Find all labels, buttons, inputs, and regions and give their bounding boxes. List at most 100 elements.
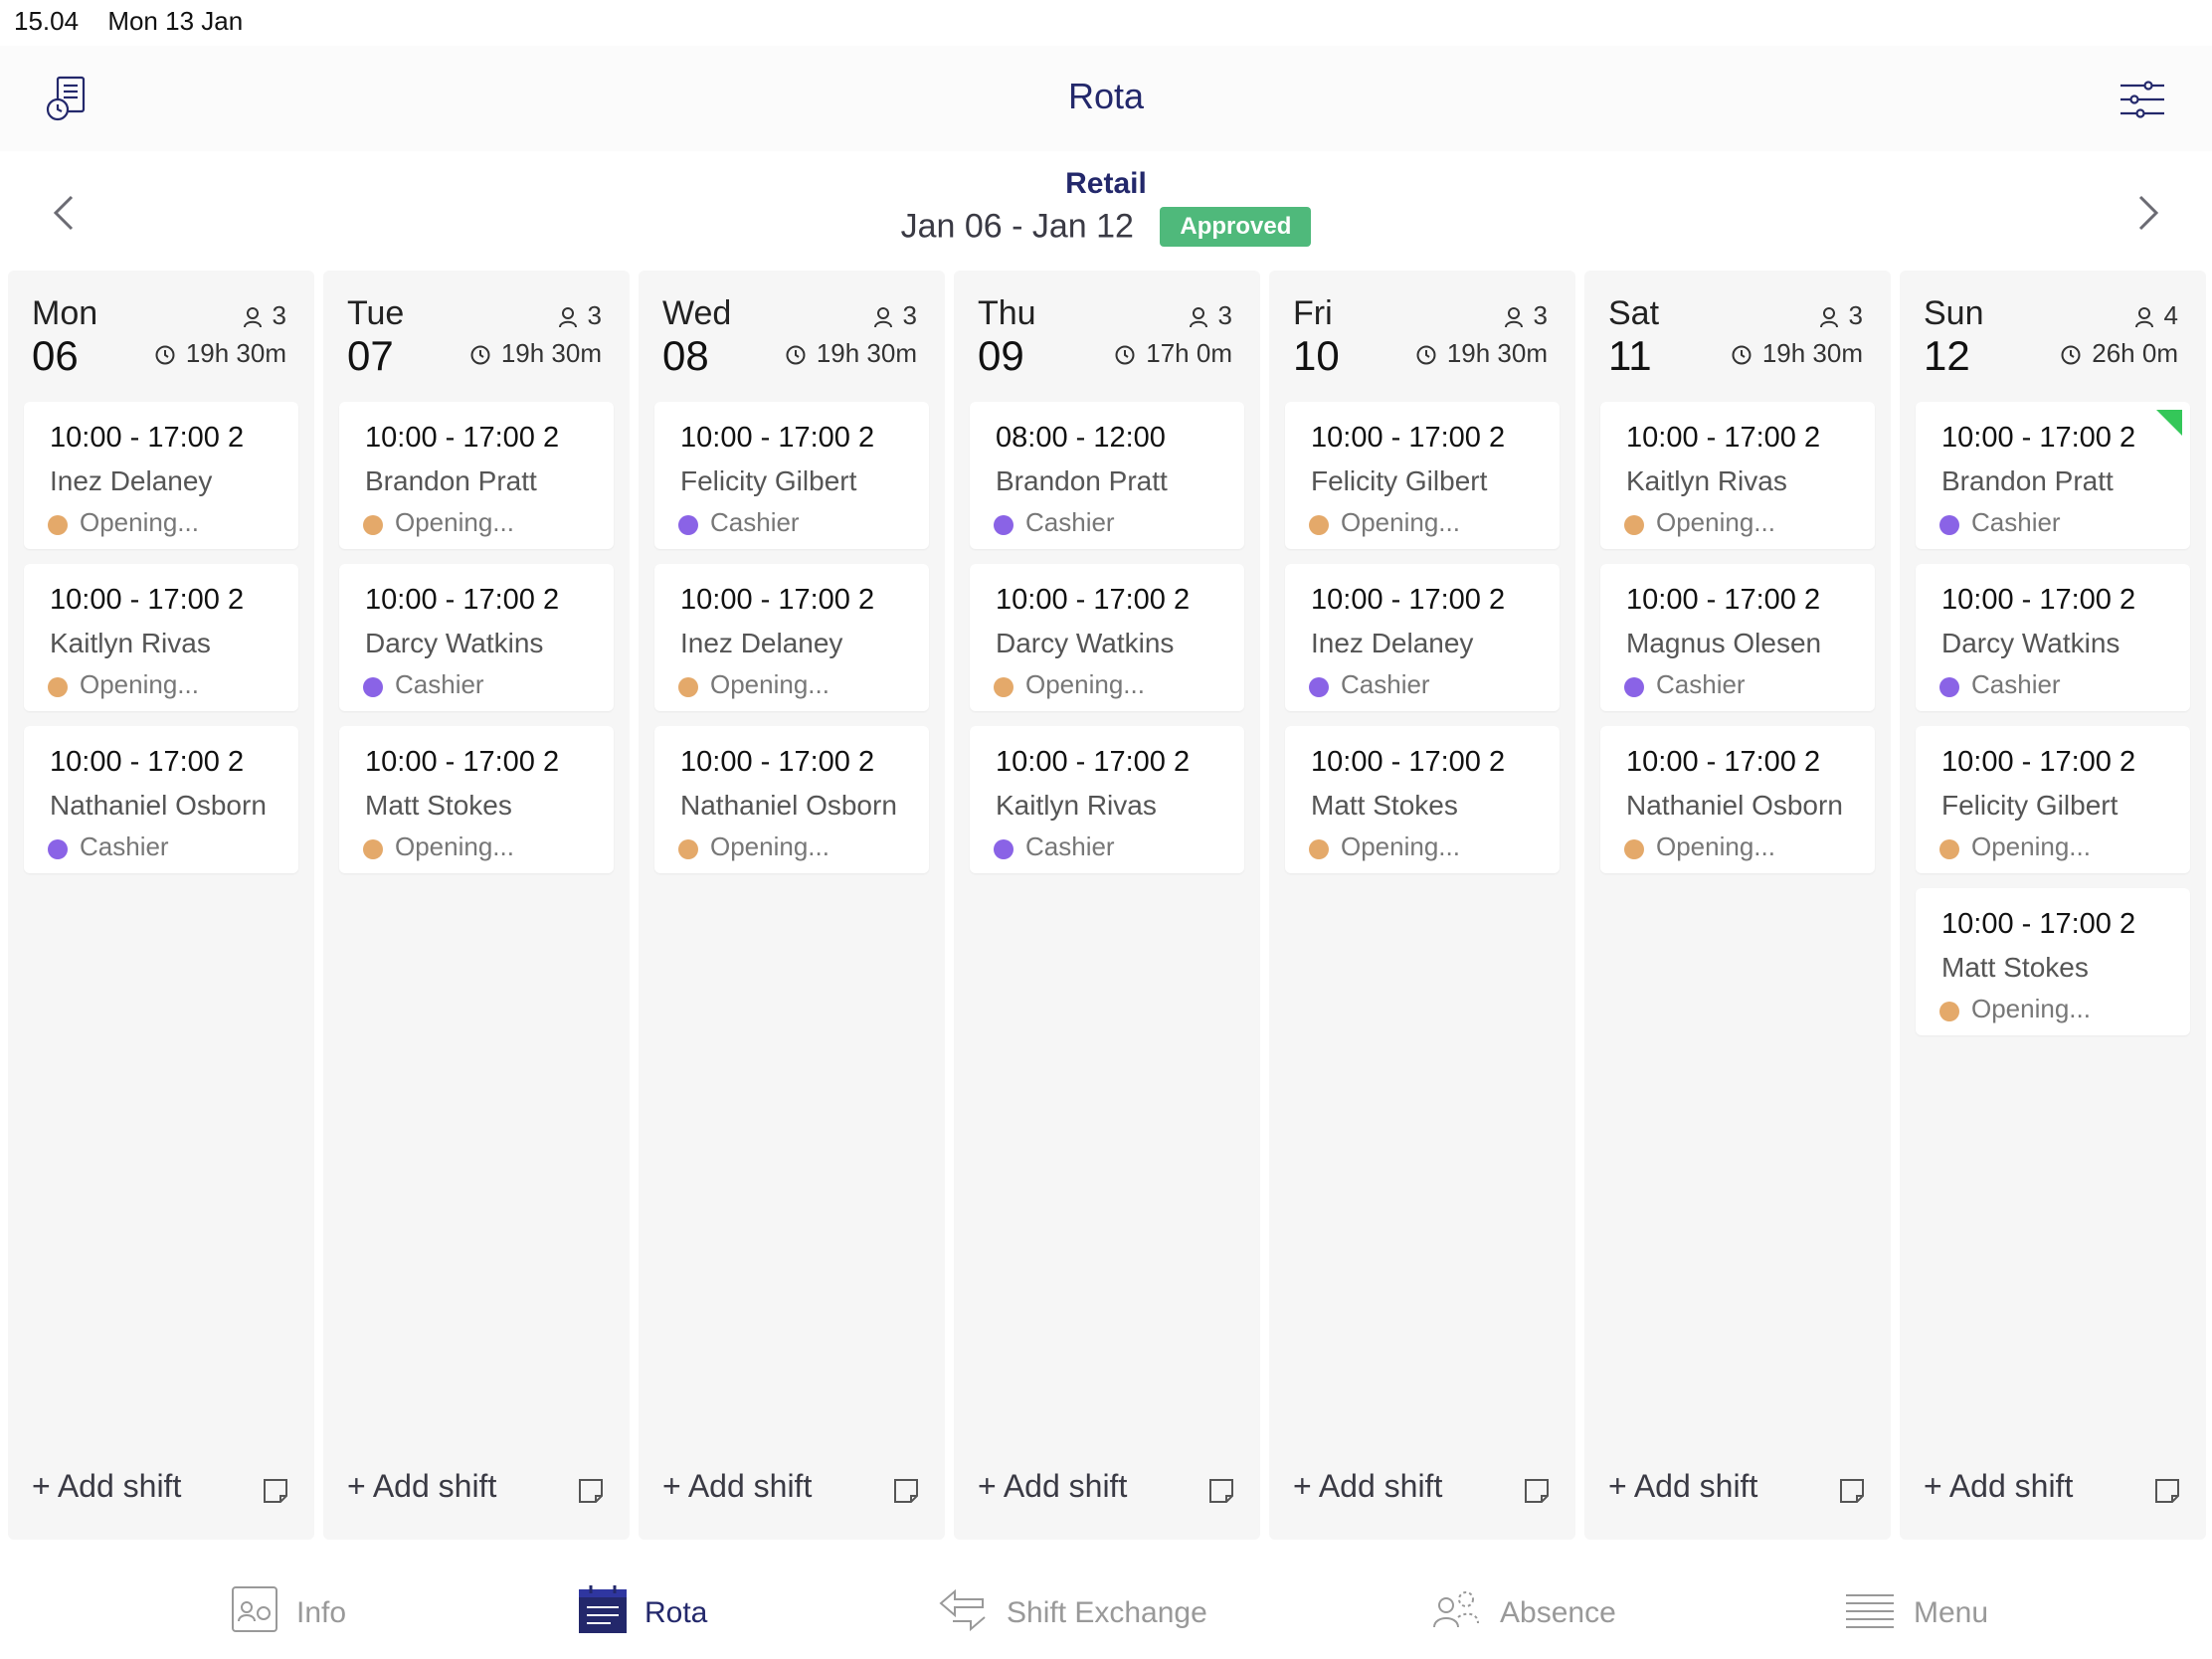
shift-card[interactable]: 10:00 - 17:00 2 Nathaniel Osborn Opening… (1600, 726, 1875, 873)
shift-card[interactable]: 10:00 - 17:00 2 Kaitlyn Rivas Opening... (1600, 402, 1875, 549)
shift-time: 10:00 - 17:00 2 (1941, 584, 2136, 616)
shift-time: 10:00 - 17:00 2 (50, 746, 245, 778)
employee-name: Felicity Gilbert (680, 465, 857, 496)
rota-week-grid: Mon 06 3 19h 30m + Add shift 10:00 - 17:… (8, 271, 2208, 1540)
employee-name: Darcy Watkins (365, 628, 544, 658)
shift-card[interactable]: 10:00 - 17:00 2 Darcy Watkins Cashier (1916, 564, 2190, 711)
tab-info[interactable]: Info (229, 1585, 346, 1641)
note-icon[interactable] (2152, 1476, 2182, 1506)
note-icon[interactable] (261, 1476, 290, 1506)
day-header: Fri 10 3 19h 30m (1269, 271, 1575, 388)
total-hours-value: 26h 0m (2092, 338, 2178, 368)
day-header: Mon 06 3 19h 30m (8, 271, 314, 388)
role-color-dot (363, 677, 383, 697)
shift-card[interactable]: 10:00 - 17:00 2 Brandon Pratt Cashier (1916, 402, 2190, 549)
add-shift-button[interactable]: + Add shift (978, 1468, 1128, 1504)
shift-card[interactable]: 10:00 - 17:00 2 Inez Delaney Opening... (24, 402, 298, 549)
total-hours: 19h 30m (469, 338, 602, 369)
employee-name: Matt Stokes (365, 790, 512, 821)
tab-absence[interactable]: Absence (1428, 1585, 1616, 1641)
role-color-dot (1309, 515, 1329, 535)
day-number: 11 (1608, 332, 1652, 379)
employee-name: Nathaniel Osborn (50, 790, 267, 821)
shift-time: 10:00 - 17:00 2 (1311, 422, 1506, 454)
shift-card[interactable]: 10:00 - 17:00 2 Nathaniel Osborn Cashier (24, 726, 298, 873)
role-color-dot (1624, 677, 1644, 697)
shift-card[interactable]: 10:00 - 17:00 2 Matt Stokes Opening... (1916, 888, 2190, 1035)
previous-week-chevron-icon[interactable] (44, 183, 84, 243)
shift-card[interactable]: 10:00 - 17:00 2 Darcy Watkins Opening... (970, 564, 1244, 711)
day-header: Thu 09 3 17h 0m (954, 271, 1260, 388)
day-number: 09 (978, 332, 1024, 379)
shift-card[interactable]: 10:00 - 17:00 2 Brandon Pratt Opening... (339, 402, 614, 549)
shift-card[interactable]: 10:00 - 17:00 2 Matt Stokes Opening... (1285, 726, 1560, 873)
shift-card[interactable]: 10:00 - 17:00 2 Matt Stokes Opening... (339, 726, 614, 873)
total-hours: 19h 30m (154, 338, 286, 369)
clock-icon (1114, 338, 1146, 368)
employee-name: Nathaniel Osborn (1626, 790, 1843, 821)
note-icon[interactable] (576, 1476, 606, 1506)
tab-rota[interactable]: Rota (577, 1585, 707, 1641)
clipboard-clock-icon[interactable] (42, 72, 97, 127)
day-name: Wed (662, 294, 732, 332)
tab-menu[interactable]: Menu (1842, 1585, 1988, 1641)
note-icon[interactable] (1837, 1476, 1867, 1506)
staff-count-value: 3 (1533, 300, 1548, 330)
day-column-wed: Wed 08 3 19h 30m + Add shift 10:00 - 17:… (639, 271, 945, 1540)
day-name: Tue (347, 294, 405, 332)
day-column-tue: Tue 07 3 19h 30m + Add shift 10:00 - 17:… (323, 271, 630, 1540)
note-icon[interactable] (1522, 1476, 1552, 1506)
tab-label: Absence (1500, 1596, 1616, 1629)
clock-icon (1731, 338, 1762, 368)
shift-card[interactable]: 10:00 - 17:00 2 Magnus Olesen Cashier (1600, 564, 1875, 711)
day-number: 12 (1924, 332, 1970, 379)
person-icon (243, 300, 273, 330)
staff-count: 3 (1504, 300, 1548, 331)
tab-label: Info (296, 1596, 347, 1629)
shift-card[interactable]: 10:00 - 17:00 2 Darcy Watkins Cashier (339, 564, 614, 711)
add-shift-button[interactable]: + Add shift (32, 1468, 182, 1504)
role-name: Cashier (80, 831, 169, 861)
add-shift-button[interactable]: + Add shift (1293, 1468, 1443, 1504)
role-name: Cashier (1971, 507, 2061, 537)
employee-name: Inez Delaney (1311, 628, 1474, 658)
role-color-dot (1624, 515, 1644, 535)
add-shift-button[interactable]: + Add shift (1924, 1468, 2074, 1504)
shift-card[interactable]: 10:00 - 17:00 2 Inez Delaney Cashier (1285, 564, 1560, 711)
shift-card[interactable]: 10:00 - 17:00 2 Nathaniel Osborn Opening… (654, 726, 929, 873)
status-date: Mon 13 Jan (107, 6, 244, 36)
clock-icon (469, 338, 501, 368)
role-name: Cashier (1656, 669, 1746, 699)
add-shift-button[interactable]: + Add shift (347, 1468, 497, 1504)
note-icon[interactable] (1206, 1476, 1236, 1506)
status-badge: Approved (1160, 207, 1312, 247)
day-column-mon: Mon 06 3 19h 30m + Add shift 10:00 - 17:… (8, 271, 314, 1540)
shift-time: 10:00 - 17:00 2 (680, 584, 875, 616)
employee-name: Darcy Watkins (996, 628, 1175, 658)
staff-count-value: 3 (587, 300, 602, 330)
shift-card[interactable]: 10:00 - 17:00 2 Felicity Gilbert Opening… (1285, 402, 1560, 549)
shift-card[interactable]: 10:00 - 17:00 2 Kaitlyn Rivas Cashier (970, 726, 1244, 873)
tab-shift-exchange[interactable]: Shift Exchange (935, 1585, 1207, 1641)
shift-card[interactable]: 10:00 - 17:00 2 Felicity Gilbert Opening… (1916, 726, 2190, 873)
day-number: 07 (347, 332, 394, 379)
shift-card[interactable]: 10:00 - 17:00 2 Felicity Gilbert Cashier (654, 402, 929, 549)
role-name: Opening... (1656, 831, 1775, 861)
person-icon (558, 300, 588, 330)
note-icon[interactable] (891, 1476, 921, 1506)
shift-time: 10:00 - 17:00 2 (365, 584, 560, 616)
day-name: Fri (1293, 294, 1333, 332)
sliders-icon[interactable] (2115, 72, 2170, 127)
employee-name: Matt Stokes (1311, 790, 1458, 821)
shift-time: 08:00 - 12:00 (996, 422, 1166, 454)
add-shift-button[interactable]: + Add shift (662, 1468, 813, 1504)
shift-card[interactable]: 10:00 - 17:00 2 Kaitlyn Rivas Opening... (24, 564, 298, 711)
role-color-dot (994, 839, 1014, 859)
role-name: Cashier (1971, 669, 2061, 699)
shift-card[interactable]: 10:00 - 17:00 2 Inez Delaney Opening... (654, 564, 929, 711)
add-shift-button[interactable]: + Add shift (1608, 1468, 1758, 1504)
next-week-chevron-icon[interactable] (2128, 183, 2168, 243)
tab-label: Shift Exchange (1007, 1596, 1207, 1629)
shift-card[interactable]: 08:00 - 12:00 Brandon Pratt Cashier (970, 402, 1244, 549)
staff-count: 3 (1189, 300, 1232, 331)
